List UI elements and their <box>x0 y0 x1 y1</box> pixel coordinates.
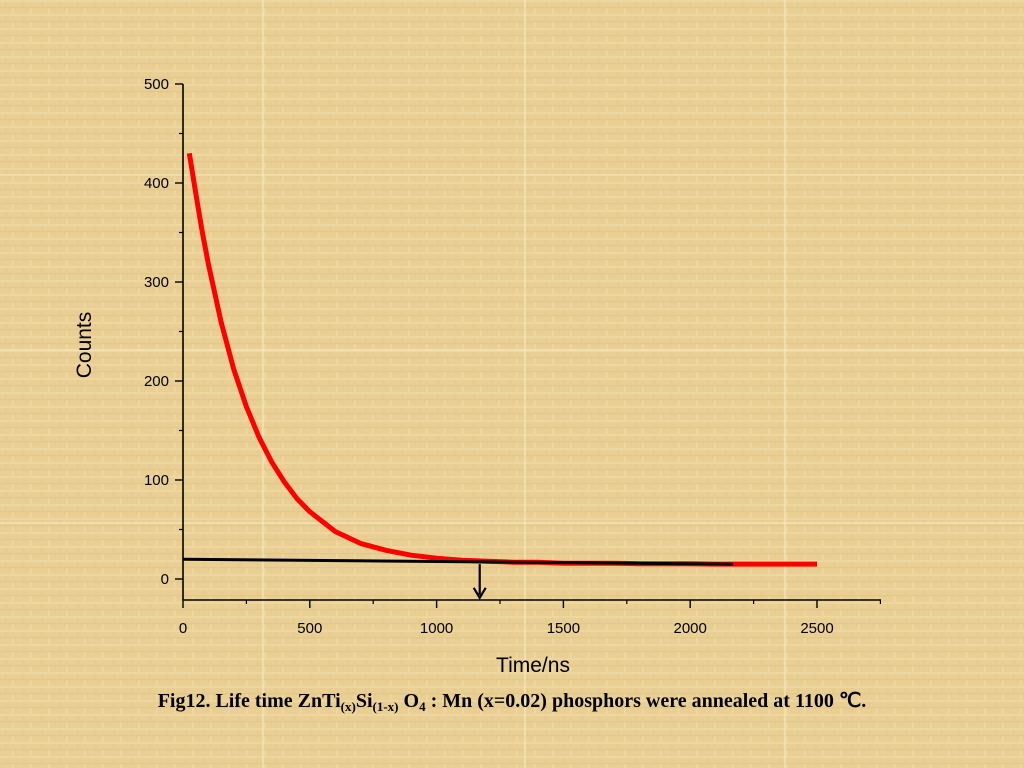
annotation-arrow-head <box>472 587 487 600</box>
caption-oxygen: O <box>398 690 420 712</box>
caption-si: Si <box>355 690 373 712</box>
y-tick-label-0: 0 <box>161 571 169 588</box>
x-tick-label-0: 0 <box>179 620 187 637</box>
x-tick-label-500: 500 <box>297 620 322 637</box>
series-line-decay-curve <box>186 152 817 567</box>
series-line-baseline <box>182 557 734 566</box>
caption-sub-x: (x) <box>340 699 356 714</box>
x-tick-label-2000: 2000 <box>674 620 707 637</box>
y-tick-label-200: 200 <box>144 373 169 390</box>
y-tick-label-400: 400 <box>144 175 169 192</box>
figure-caption: Fig12. Life time ZnTi(x)Si(1-x) O4 : Mn … <box>0 688 1024 713</box>
caption-sub-4: 4 <box>419 699 426 714</box>
y-tick-label-500: 500 <box>144 76 169 93</box>
y-tick-label-100: 100 <box>144 472 169 489</box>
caption-suffix: : Mn (x=0.02) phosphors were annealed at… <box>425 690 867 712</box>
x-tick-label-1000: 1000 <box>420 620 453 637</box>
y-axis-title: Counts <box>73 312 96 379</box>
y-tick-label-300: 300 <box>144 274 169 291</box>
x-tick-label-2500: 2500 <box>800 620 833 637</box>
x-axis-title: Time/ns <box>496 654 570 677</box>
caption-sub-1-x: (1-x) <box>372 699 399 714</box>
x-tick-label-1500: 1500 <box>547 620 580 637</box>
caption-prefix: Fig12. Life time ZnTi <box>157 690 341 712</box>
